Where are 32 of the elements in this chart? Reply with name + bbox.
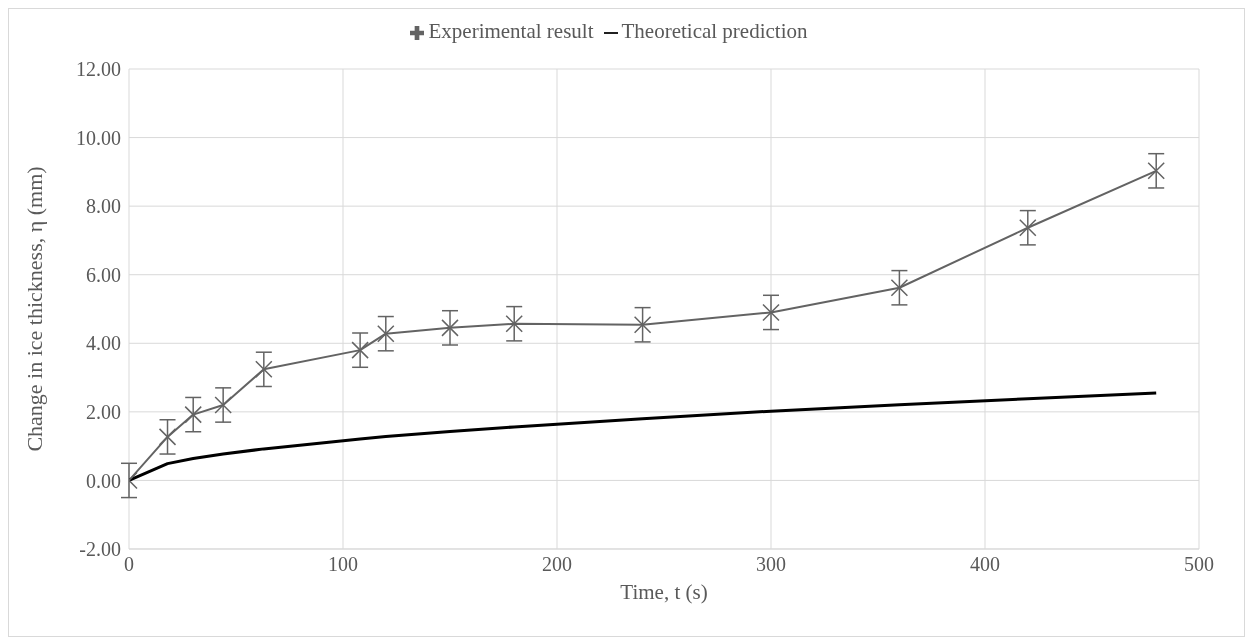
point: [1019, 218, 1037, 237]
point: [158, 428, 177, 446]
x-axis-title: Time, t (s): [620, 580, 708, 604]
point: [441, 319, 459, 337]
point: [184, 405, 202, 424]
point: [377, 324, 395, 343]
point: [351, 341, 369, 359]
line-series: [129, 391, 1158, 482]
point: [633, 316, 652, 334]
x-tick-label: 200: [542, 553, 572, 576]
x-tick-label: 400: [970, 553, 1000, 576]
y-tick-label: -2.00: [79, 538, 121, 561]
point: [1147, 162, 1165, 180]
y-axis-title: Change in ice thickness, η (mm): [21, 166, 47, 452]
point: [214, 396, 232, 414]
x-tick-label: 500: [1184, 553, 1214, 576]
point: [762, 303, 780, 322]
x-tick-label: 100: [328, 553, 358, 576]
legend-label: Theoretical prediction: [621, 19, 808, 43]
x-tick-label: 0: [124, 553, 134, 576]
y-tick-label: 4.00: [86, 332, 121, 355]
y-tick-label: 2.00: [86, 400, 121, 423]
point: [255, 360, 273, 379]
x-tick-label: 300: [756, 553, 786, 576]
legend-label: Experimental result: [428, 19, 594, 43]
y-tick-label: 8.00: [86, 195, 121, 218]
point: [890, 278, 909, 297]
y-tick-label: 10.00: [76, 126, 121, 149]
y-tick-label: 6.00: [86, 263, 121, 286]
y-tick-label: 0.00: [86, 469, 121, 492]
y-tick-label: 12.00: [76, 58, 121, 81]
point: [505, 314, 523, 333]
